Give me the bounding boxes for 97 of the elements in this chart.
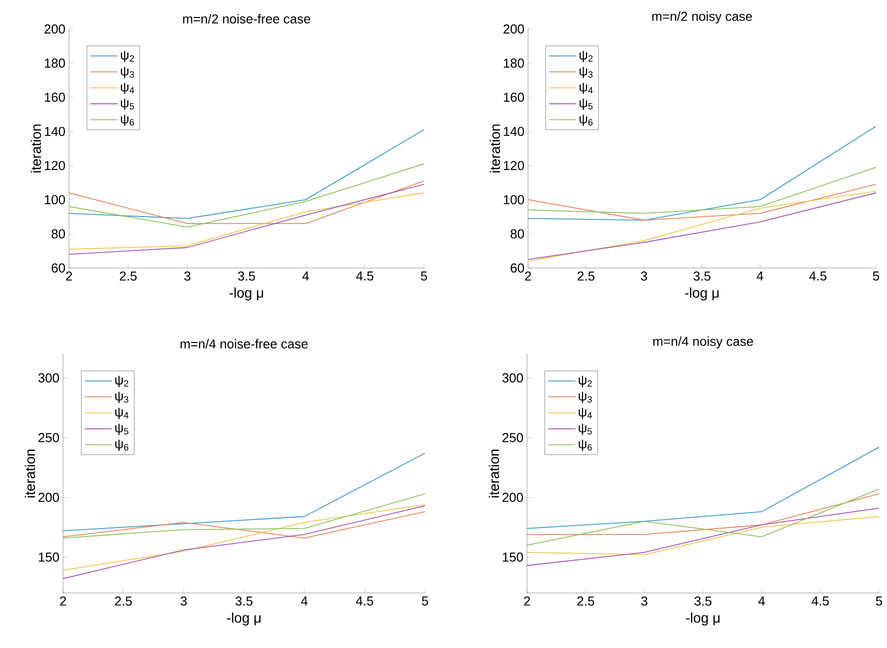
y-tick-label: 80: [510, 229, 524, 238]
legend-label: ψ$_{5}$: [115, 424, 128, 435]
y-axis-title: iteration: [490, 124, 500, 172]
x-tick-label: 4: [758, 596, 765, 606]
y-tick-label: 180: [504, 58, 524, 68]
line-series: [63, 493, 426, 538]
x-axis-title: -log μ: [230, 288, 264, 301]
legend-label: ψ$_{4}$: [580, 82, 593, 94]
y-tick-label: 200: [38, 492, 59, 502]
line-series: [69, 192, 424, 250]
x-tick-label: 3: [184, 272, 190, 281]
y-tick-label: 140: [44, 126, 65, 136]
line-series: [528, 184, 876, 221]
x-tick-label: 2: [60, 596, 66, 606]
y-tick-label: 250: [38, 433, 59, 442]
line-series: [528, 126, 876, 221]
chart-title: m=n/4 noisy case: [653, 336, 753, 348]
line-series: [527, 488, 880, 546]
chart-title: m=n/4 noise-free case: [180, 338, 308, 348]
y-tick-label: 120: [504, 160, 524, 170]
y-tick-label: 200: [504, 24, 524, 34]
x-tick-label: 4.5: [356, 272, 374, 281]
legend-label: ψ$_{6}$: [578, 440, 592, 451]
y-tick-label: 200: [502, 492, 523, 502]
y-tick-label: 160: [44, 92, 65, 102]
y-tick-label: 250: [502, 433, 523, 442]
x-tick-label: 3.5: [694, 596, 712, 606]
legend-label: ψ$_{2}$: [578, 376, 592, 388]
x-tick-label: 3: [180, 596, 187, 606]
chart-title: m=n/2 noise-free case: [183, 14, 310, 24]
x-tick-label: 5: [872, 272, 880, 281]
y-tick-label: 300: [38, 373, 59, 382]
x-tick-label: 2.5: [578, 272, 594, 281]
x-tick-label: 2.5: [577, 596, 594, 606]
x-tick-label: 2: [525, 272, 531, 281]
y-tick-label: 160: [504, 92, 524, 102]
x-tick-label: 3: [640, 272, 648, 281]
line-series: [528, 166, 876, 214]
y-tick-label: 100: [44, 195, 65, 204]
x-tick-label: 4.5: [809, 272, 826, 281]
line-series: [69, 163, 424, 228]
y-tick-label: 150: [38, 552, 59, 562]
y-tick-label: 140: [504, 126, 524, 136]
y-tick-label: 150: [502, 552, 523, 562]
y-axis-title: iteration: [24, 450, 36, 498]
x-axis-title: -log μ: [227, 612, 261, 626]
legend-label: ψ$_{2}$: [580, 50, 593, 62]
legend-label: ψ$_{6}$: [120, 114, 134, 126]
line-series: [69, 184, 424, 255]
x-tick-label: 5: [422, 596, 428, 606]
x-tick-label: 3.5: [694, 272, 710, 281]
x-tick-label: 4: [302, 272, 309, 280]
x-tick-label: 2: [524, 596, 530, 606]
line-series: [63, 511, 426, 538]
legend-label: ψ$_{3}$: [578, 392, 592, 404]
x-tick-label: 2.5: [114, 596, 132, 606]
x-tick-label: 4: [301, 596, 308, 606]
legend-label: ψ$_{3}$: [115, 392, 128, 404]
y-tick-label: 60: [52, 263, 65, 273]
x-axis-title: -log μ: [686, 612, 720, 626]
line-series: [69, 129, 424, 219]
legend-label: ψ$_{2}$: [115, 376, 128, 388]
y-tick-label: 60: [510, 263, 524, 273]
legend-label: ψ$_{2}$: [120, 50, 134, 62]
x-tick-label: 5: [876, 596, 882, 606]
x-tick-label: 3.5: [238, 272, 255, 281]
legend-label: ψ$_{5}$: [580, 98, 593, 110]
y-tick-label: 180: [44, 58, 65, 68]
chart-title: m=n/2 noisy case: [652, 11, 752, 24]
legend-label: ψ$_{6}$: [580, 114, 593, 126]
x-tick-label: 2: [66, 272, 72, 281]
y-tick-label: 100: [504, 195, 524, 204]
x-tick-label: 3: [641, 596, 648, 606]
y-axis-title: iteration: [488, 450, 500, 498]
x-axis-title: -log μ: [685, 288, 719, 301]
y-tick-label: 120: [44, 160, 65, 170]
y-tick-label: 200: [44, 24, 65, 34]
legend-label: ψ$_{3}$: [580, 66, 593, 78]
legend-label: ψ$_{4}$: [578, 408, 592, 419]
x-tick-label: 4.5: [812, 596, 829, 606]
line-series: [63, 452, 426, 532]
legend-label: ψ$_{6}$: [115, 440, 128, 451]
x-tick-label: 4: [756, 272, 764, 280]
legend-label: ψ$_{5}$: [578, 424, 592, 435]
legend-label: ψ$_{3}$: [120, 66, 134, 78]
line-series: [527, 516, 880, 556]
legend-label: ψ$_{4}$: [115, 408, 128, 419]
legend-label: ψ$_{5}$: [120, 98, 134, 110]
legend-label: ψ$_{4}$: [120, 82, 134, 94]
x-tick-label: 4.5: [356, 596, 374, 606]
x-tick-label: 2.5: [120, 272, 137, 281]
y-tick-label: 80: [52, 229, 65, 238]
y-axis-title: iteration: [30, 124, 42, 172]
line-series: [527, 508, 880, 566]
x-tick-label: 5: [420, 272, 428, 281]
x-tick-label: 3.5: [236, 596, 252, 606]
y-tick-label: 300: [502, 373, 523, 382]
